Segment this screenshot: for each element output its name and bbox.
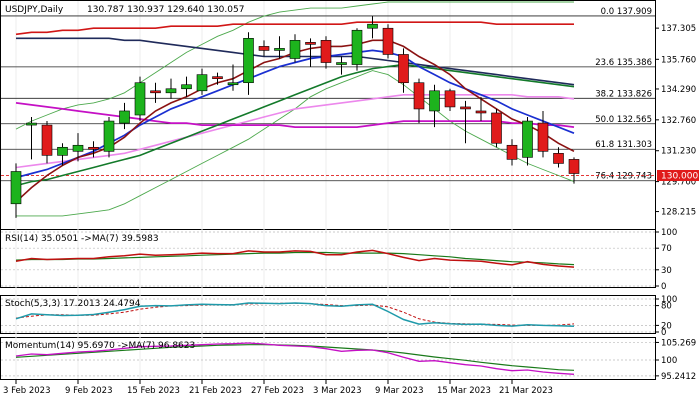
candle-body <box>243 38 254 84</box>
rsi-tick-label: 100 <box>661 228 677 238</box>
rsi-line <box>15 249 575 268</box>
date-tick-label: 27 Feb 2023 <box>251 386 304 396</box>
momentum-line <box>15 342 575 375</box>
candle-body <box>444 90 456 108</box>
candle-body <box>320 40 332 63</box>
price-tick-label: 129.700 <box>661 178 696 188</box>
rsi-tick-label: 30 <box>661 266 672 276</box>
candle-body <box>88 146 99 150</box>
date-tick-label: 9 Feb 2023 <box>65 386 113 396</box>
ohlc-label: 130.787 130.937 129.640 130.057 <box>87 5 244 15</box>
candle-body <box>10 171 22 205</box>
candle-body <box>212 76 223 79</box>
ma-red-line <box>15 21 574 36</box>
fib-level-label: 50.0 132.565 <box>595 115 652 125</box>
ma-green-line <box>15 63 575 187</box>
momentum-ma-line <box>15 344 575 371</box>
candle-body <box>305 42 316 45</box>
candle-body <box>506 144 518 160</box>
momentum-tick-label: 100 <box>661 356 677 366</box>
rsi-tick-label: 0 <box>661 282 666 292</box>
candle-body <box>150 90 161 94</box>
candle-body <box>460 106 471 110</box>
date-tick-label: 3 Feb 2023 <box>3 386 51 396</box>
price-tick-label: 135.760 <box>661 55 696 65</box>
price-tick-label: 137.305 <box>661 24 696 34</box>
candle-body <box>382 27 394 55</box>
candle-body <box>26 122 37 126</box>
price-tick-label: 128.215 <box>661 208 696 218</box>
candle-body <box>103 120 115 152</box>
candle-body <box>181 84 192 90</box>
candle-body <box>227 82 239 86</box>
stoch-tick-label: 100 <box>661 295 677 305</box>
candle-body <box>119 110 130 124</box>
candle-body <box>491 112 502 144</box>
stoch-tick-label: 20 <box>661 321 672 331</box>
symbol-label: USDJPY,Daily <box>5 5 64 15</box>
price-tick-label: 132.760 <box>661 116 696 126</box>
price-tick-label: 134.290 <box>661 85 696 95</box>
main-price-panel <box>0 0 656 230</box>
candle-body <box>258 46 270 51</box>
candle-body <box>336 62 347 65</box>
candle-body <box>568 159 580 174</box>
candle-body <box>367 23 378 29</box>
fib-level-label: 76.4 129.743 <box>595 172 652 182</box>
candle-body <box>351 29 363 65</box>
date-tick-label: 9 Mar 2023 <box>375 386 423 396</box>
candle-body <box>429 90 440 112</box>
price-tick-label: 131.230 <box>661 147 696 157</box>
date-tick-label: 15 Feb 2023 <box>127 386 180 396</box>
candle-body <box>57 146 68 156</box>
candle-body <box>134 82 146 116</box>
candle-body <box>72 144 84 152</box>
date-tick-label: 15 Mar 2023 <box>437 386 491 396</box>
rsi-label: RSI(14) 35.0501 ->MA(7) 39.5983 <box>5 234 159 244</box>
candle-body <box>41 124 53 156</box>
date-tick-label: 21 Mar 2023 <box>499 386 553 396</box>
stoch-panel <box>0 295 656 334</box>
momentum-label: Momentum(14) 95.6970 ->MA(7) 96.8623 <box>5 341 195 351</box>
current-price-tag <box>657 170 699 181</box>
candle-body <box>274 48 285 51</box>
current-price-value: 130.000 <box>661 172 698 182</box>
stoch-tick-label: 80 <box>661 302 672 312</box>
candle-body <box>413 82 425 110</box>
candle-body <box>196 74 208 92</box>
fib-level-label: 61.8 131.303 <box>595 140 652 150</box>
candle-body <box>398 54 409 84</box>
date-tick-label: 21 Feb 2023 <box>189 386 242 396</box>
fib-level-label: 23.6 135.386 <box>595 58 652 68</box>
candle-body <box>553 153 564 164</box>
candle-body <box>475 110 487 114</box>
candle-body <box>165 88 177 94</box>
fib-level-label: 38.2 133.826 <box>595 89 652 99</box>
candle-body <box>522 120 533 158</box>
stoch-label: Stoch(5,3,3) 17.2013 24.4794 <box>5 299 141 309</box>
stoch-k-line <box>15 302 575 328</box>
rsi-tick-label: 70 <box>661 244 672 254</box>
stoch-tick-label: 0 <box>661 328 666 338</box>
momentum-tick-label: 95.2412 <box>661 372 696 382</box>
momentum-tick-label: 105.269 <box>661 338 696 348</box>
bollinger-upper-line <box>15 1 574 130</box>
candle-body <box>537 122 549 152</box>
fib-level-label: 0.0 137.909 <box>601 7 652 17</box>
candle-body <box>289 40 301 59</box>
ma-magenta-line <box>15 102 575 128</box>
rsi-ma-line <box>15 251 575 266</box>
date-tick-label: 3 Mar 2023 <box>313 386 361 396</box>
